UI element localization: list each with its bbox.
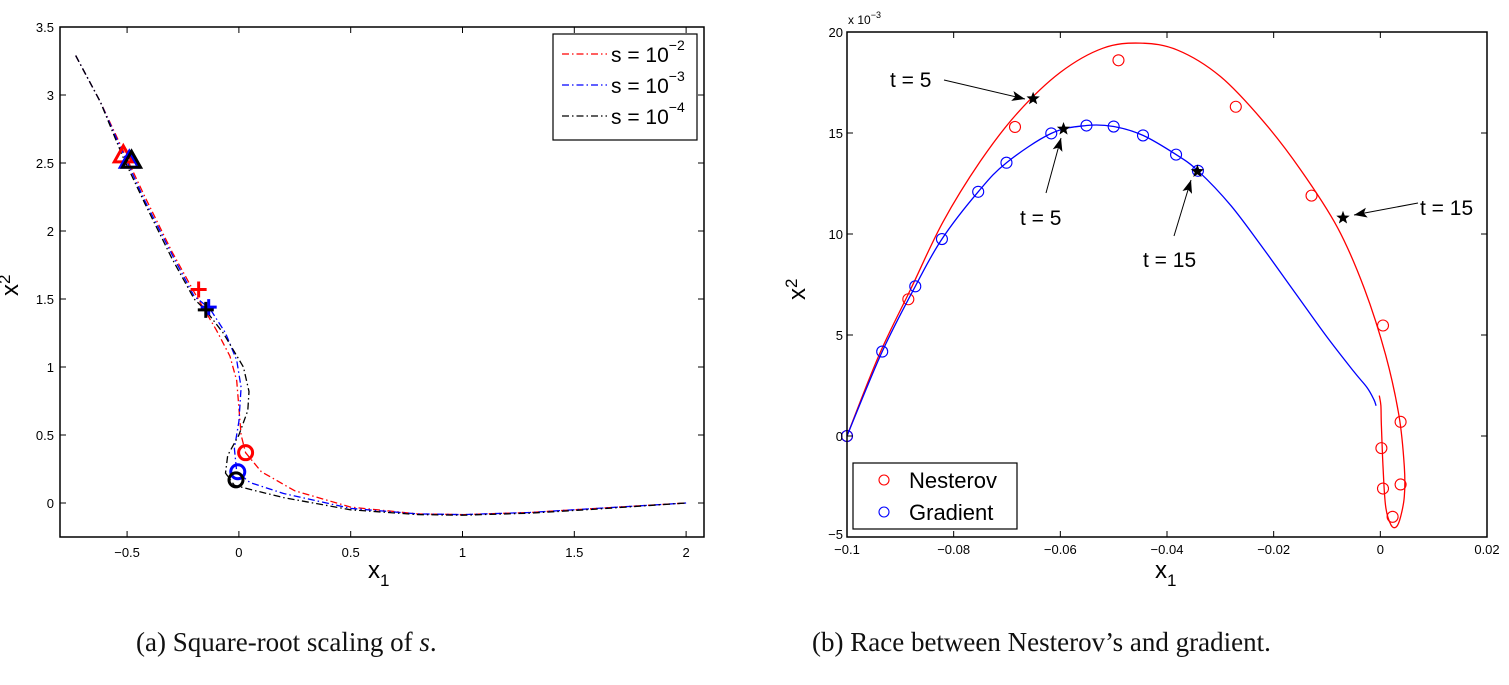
star-marker: [1056, 122, 1071, 135]
x-tick-label: 0: [235, 545, 242, 560]
nesterov-sample-circle: [1386, 510, 1399, 523]
nesterov-sample-circle: [1229, 100, 1242, 113]
annotation-label: t = 15: [1420, 197, 1473, 220]
caption-a-text: (a) Square-root scaling of: [136, 627, 420, 657]
y-tick-label: 3: [47, 88, 54, 103]
nesterov-sample-circle: [1394, 478, 1407, 491]
arrow-head-icon: [1052, 138, 1063, 152]
y-tick-label: 15: [829, 126, 843, 141]
arrow-line: [1353, 202, 1419, 216]
plus-marker: [197, 301, 214, 318]
x-tick-label: 1.5: [565, 545, 583, 560]
x-tick-label: −0.08: [937, 542, 970, 557]
gradient-sample-circle: [876, 345, 889, 358]
x-tick-label: −0.02: [1257, 542, 1290, 557]
gradient-sample-circle: [1080, 119, 1093, 132]
star-marker: [1190, 164, 1205, 177]
gradient-sample-circle: [909, 280, 922, 293]
annotation-label: t = 5: [890, 69, 931, 92]
time-annotation: t = 5: [1020, 122, 1071, 230]
arrow-line: [943, 79, 1026, 100]
x-tick-label: 1: [459, 545, 466, 560]
nesterov-sample-circle: [1305, 189, 1318, 202]
nesterov-sample-circle: [902, 293, 915, 306]
legend-marker: [878, 506, 890, 518]
gradient-sample-circle: [972, 185, 985, 198]
y-axis-label: x2: [0, 275, 24, 296]
x-tick-label: −0.1: [834, 542, 860, 557]
arrow-head-icon: [1182, 180, 1193, 194]
plus-marker: [200, 299, 217, 316]
chart-a-square-root-scaling: −0.5 0 0.5 1 1.5 2 0 0.5 1 1.5 2 2.5 3 3.5 x1 x2 s = 10−…: [0, 20, 705, 590]
legend-marker: [878, 474, 890, 486]
arrow-head-icon: [1354, 207, 1368, 218]
gradient-sample-circle: [1191, 164, 1204, 177]
nesterov-sample-circle: [1376, 319, 1390, 332]
x-tick-label: −0.5: [114, 545, 140, 560]
plus-marker: [190, 281, 207, 298]
y-tick-label: 2.5: [36, 156, 54, 171]
time-annotation: t = 15: [1143, 164, 1205, 272]
y-tick-label: 1: [47, 360, 54, 375]
nesterov-sample-circle: [1394, 415, 1407, 428]
y-tick-label: 3.5: [36, 20, 54, 35]
x-axis-label: x1: [1155, 557, 1176, 590]
circle-marker: [227, 471, 245, 489]
gradient-sample-circle: [1045, 127, 1058, 140]
x-tick-label: −0.06: [1044, 542, 1077, 557]
y-tick-label: 5: [836, 328, 843, 343]
y-axis-label: x2: [782, 279, 811, 300]
time-annotation: t = 5: [890, 69, 1040, 105]
chart-b-nesterov-vs-gradient: t = 5 t = 5 t = 15 t = 15 −0.1 −0.08 −0.06 −0.0…: [782, 10, 1500, 590]
caption-a-variable: s: [419, 627, 430, 657]
star-marker: [1026, 91, 1040, 105]
gradient-sample-circle: [1107, 120, 1120, 133]
plot-area-frame: [846, 31, 1488, 538]
x-tick-label: 0.02: [1474, 542, 1499, 557]
x-tick-label: 0: [1377, 542, 1384, 557]
y-tick-label: 1.5: [36, 292, 54, 307]
legend-label: Gradient: [909, 500, 993, 525]
time-annotation: t = 15: [1336, 197, 1473, 224]
x-tick-label: −0.04: [1151, 542, 1184, 557]
y-tick-label: 0: [836, 429, 843, 444]
y-tick-label: 10: [829, 227, 843, 242]
plot-area-frame: [59, 26, 705, 538]
legend: Nesterov Gradient: [852, 462, 1018, 530]
gradient-sample-circle: [1170, 148, 1183, 161]
x-axis-label: x1: [368, 557, 389, 590]
triangle-marker: [119, 148, 144, 169]
x-tick-label: 0.5: [342, 545, 360, 560]
gradient-sample-circle: [1136, 129, 1150, 142]
caption-a-end: .: [429, 627, 437, 657]
caption-a: (a) Square-root scaling of s.: [136, 627, 437, 658]
nesterov-sample-circle: [1112, 54, 1125, 67]
annotation-label: t = 15: [1143, 249, 1196, 272]
y-tick-label: 0: [47, 496, 54, 511]
y-tick-label: 2: [47, 224, 54, 239]
caption-b: (b) Race between Nesterov’s and gradient…: [812, 627, 1271, 657]
y-tick-label: −5: [828, 527, 843, 542]
y-tick-label: 20: [829, 25, 843, 40]
circle-marker: [229, 463, 247, 481]
legend: s = 10−2s = 10−3s = 10−4: [552, 33, 698, 141]
nesterov-sample-circle: [1376, 482, 1390, 495]
nesterov-sample-circle: [1375, 442, 1388, 455]
nesterov-curve: [846, 42, 1406, 529]
arrow-head-icon: [1011, 91, 1025, 101]
legend-label: Nesterov: [909, 468, 997, 493]
circle-marker: [237, 444, 255, 462]
gradient-sample-circle: [935, 233, 948, 246]
y-tick-label: 0.5: [36, 428, 54, 443]
x-tick-label: 2: [682, 545, 689, 560]
annotation-label: t = 5: [1020, 207, 1061, 230]
gradient-sample-circle: [1000, 156, 1013, 169]
y-multiplier-label: x 10−3: [848, 10, 881, 27]
nesterov-sample-circle: [1008, 120, 1022, 133]
star-marker: [1336, 210, 1350, 224]
series-line-4: [75, 55, 687, 516]
gradient-curve: [846, 124, 1377, 437]
